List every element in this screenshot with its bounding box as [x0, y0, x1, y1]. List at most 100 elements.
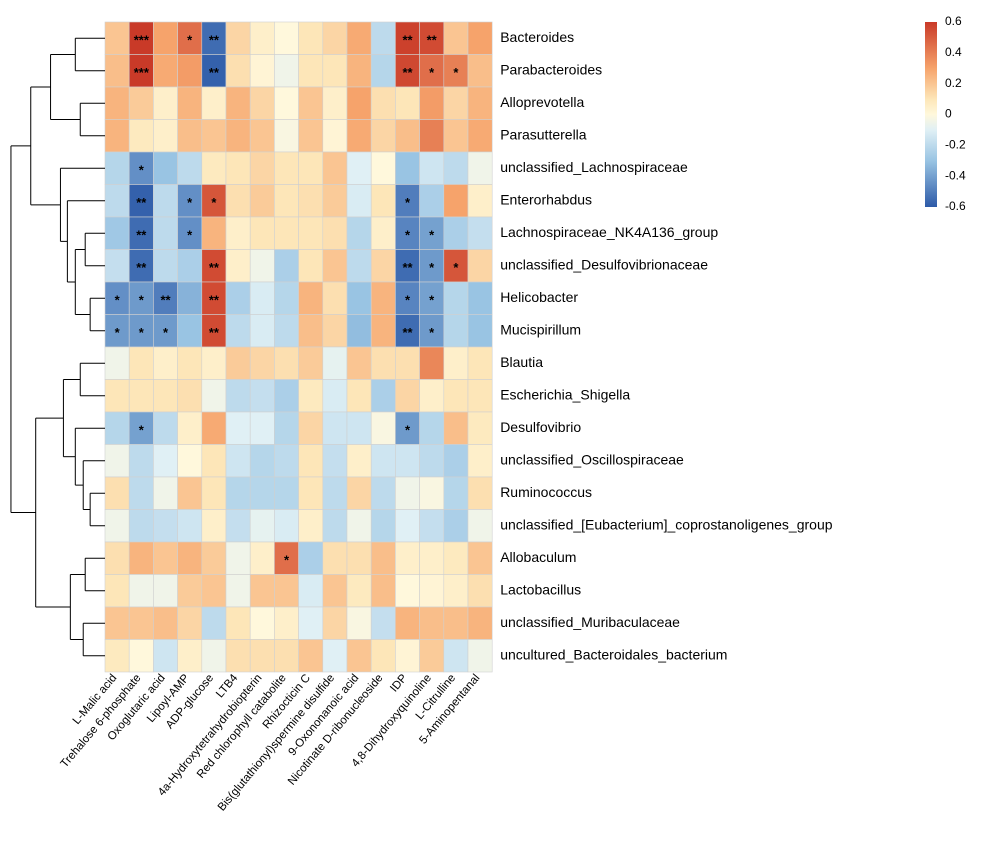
heatmap-cell	[178, 575, 202, 608]
heatmap-cell	[420, 575, 444, 608]
heatmap-cell	[274, 87, 298, 120]
heatmap-cell	[153, 575, 177, 608]
heatmap-cell	[129, 445, 153, 478]
heatmap-cell	[105, 412, 129, 445]
heatmap-cell	[347, 152, 371, 185]
heatmap-cell	[347, 120, 371, 153]
row-label: Helicobacter	[500, 289, 578, 305]
heatmap-cell	[226, 510, 250, 543]
heatmap-cell	[347, 477, 371, 510]
heatmap-cell	[202, 510, 226, 543]
heatmap-cell	[395, 542, 419, 575]
heatmap-cell	[299, 607, 323, 640]
heatmap-cell	[420, 542, 444, 575]
row-label: unclassified_[Eubacterium]_coprostanolig…	[500, 516, 833, 532]
significance-marker: **	[136, 228, 147, 243]
heatmap-cell	[468, 185, 492, 218]
heatmap-cell	[444, 87, 468, 120]
heatmap-cell	[153, 380, 177, 413]
heatmap-cell	[347, 22, 371, 55]
heatmap-cell	[105, 477, 129, 510]
significance-marker: **	[209, 260, 220, 275]
heatmap-cell	[226, 477, 250, 510]
heatmap-cell	[371, 640, 395, 673]
heatmap-cell	[178, 380, 202, 413]
heatmap-cell	[371, 22, 395, 55]
row-label: unclassified_Oscillospiraceae	[500, 451, 684, 467]
heatmap-cell	[468, 347, 492, 380]
heatmap-cell	[299, 120, 323, 153]
heatmap-cell	[250, 315, 274, 348]
heatmap-cell	[250, 607, 274, 640]
heatmap-cell	[323, 347, 347, 380]
heatmap-cell	[250, 22, 274, 55]
heatmap-cell	[468, 152, 492, 185]
row-label: Mucispirillum	[500, 321, 581, 337]
colorbar-tick: 0.6	[945, 14, 962, 28]
heatmap-cell	[299, 640, 323, 673]
heatmap-cell	[226, 120, 250, 153]
heatmap-cell	[105, 87, 129, 120]
significance-marker: **	[427, 33, 438, 48]
heatmap-cell	[274, 217, 298, 250]
heatmap-cell	[347, 412, 371, 445]
heatmap-cell	[250, 217, 274, 250]
heatmap-cell	[371, 445, 395, 478]
heatmap-cell	[395, 152, 419, 185]
colorbar-tick: 0	[945, 107, 952, 121]
heatmap-cell	[420, 412, 444, 445]
heatmap-cell	[274, 575, 298, 608]
heatmap-cell	[274, 282, 298, 315]
heatmap-cell	[444, 542, 468, 575]
heatmap-cell	[105, 22, 129, 55]
heatmap-cell	[299, 445, 323, 478]
heatmap-cell	[299, 347, 323, 380]
heatmap-cell	[444, 510, 468, 543]
heatmap-cell	[468, 542, 492, 575]
heatmap-cell	[153, 87, 177, 120]
heatmap-cell	[323, 87, 347, 120]
heatmap-cell	[444, 380, 468, 413]
heatmap-cell	[347, 282, 371, 315]
heatmap-cell	[250, 152, 274, 185]
heatmap-cell	[444, 575, 468, 608]
colorbar-tick: -0.6	[945, 199, 966, 213]
heatmap-cell	[444, 607, 468, 640]
heatmap-cell	[323, 152, 347, 185]
row-label: unclassified_Desulfovibrionaceae	[500, 256, 708, 272]
significance-marker: **	[160, 293, 171, 308]
heatmap-cell	[202, 575, 226, 608]
heatmap-cell	[420, 477, 444, 510]
heatmap-cell	[226, 250, 250, 283]
heatmap-cell	[395, 445, 419, 478]
heatmap-cell	[226, 445, 250, 478]
heatmap-cell	[371, 55, 395, 88]
heatmap-cell	[371, 510, 395, 543]
heatmap-cell	[468, 412, 492, 445]
heatmap-cell	[274, 152, 298, 185]
heatmap-cell	[347, 250, 371, 283]
heatmap-cell	[274, 412, 298, 445]
heatmap-cell	[347, 575, 371, 608]
heatmap-cell	[153, 640, 177, 673]
heatmap-cell	[468, 55, 492, 88]
row-label: Parabacteroides	[500, 61, 602, 77]
heatmap-cell	[274, 510, 298, 543]
heatmap-cell	[202, 445, 226, 478]
colorbar-tick: -0.4	[945, 168, 966, 182]
significance-marker: **	[136, 195, 147, 210]
heatmap-cell	[468, 510, 492, 543]
heatmap-cell	[202, 412, 226, 445]
row-label: Enterorhabdus	[500, 191, 592, 207]
heatmap-cell	[129, 640, 153, 673]
row-label: Ruminococcus	[500, 484, 592, 500]
heatmap-cell	[250, 120, 274, 153]
significance-marker: ***	[134, 65, 150, 80]
heatmap-cell	[105, 120, 129, 153]
heatmap-cell	[202, 542, 226, 575]
heatmap-cell	[274, 185, 298, 218]
heatmap-cell	[178, 445, 202, 478]
row-label: Desulfovibrio	[500, 419, 581, 435]
heatmap-cell	[250, 445, 274, 478]
heatmap-cell	[323, 120, 347, 153]
